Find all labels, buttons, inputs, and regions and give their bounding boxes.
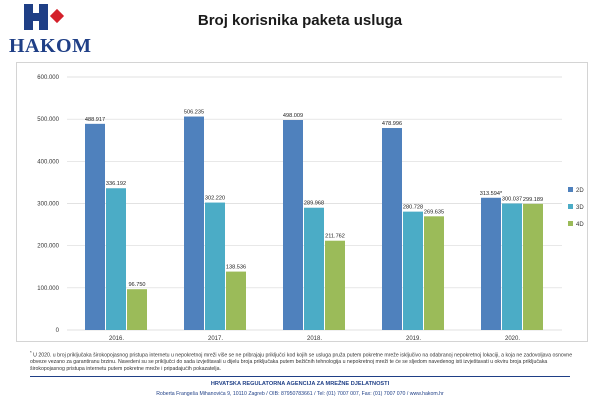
legend-swatch: [568, 187, 573, 192]
x-tick-label: 2019.: [406, 336, 421, 342]
x-tick-label: 2016.: [109, 336, 124, 342]
y-tick-label: 100.000: [37, 286, 59, 292]
bar: [85, 123, 105, 330]
data-label: 336.192: [106, 181, 126, 187]
bar: [226, 271, 246, 330]
legend-label: 2D: [576, 188, 584, 194]
bar: [304, 207, 324, 330]
bar: [424, 216, 444, 330]
bar: [283, 120, 303, 330]
bar: [403, 211, 423, 330]
y-tick-label: 500.000: [37, 117, 59, 123]
y-tick-label: 0: [56, 328, 60, 334]
legend-swatch: [568, 221, 573, 226]
bar: [325, 240, 345, 330]
page-title: Broj korisnika paketa usluga: [197, 12, 403, 29]
legend-label: 3D: [576, 205, 584, 211]
data-label: 313.594*: [480, 191, 503, 197]
data-label: 96.750: [128, 282, 145, 288]
bar: [205, 202, 225, 330]
legend-swatch: [568, 204, 573, 209]
data-label: 211.762: [325, 234, 345, 240]
hakom-emblem-icon: [24, 4, 65, 30]
bar: [382, 128, 402, 330]
footnote-mark: *: [30, 350, 32, 355]
bar: [184, 116, 204, 331]
data-label: 269.635: [424, 209, 444, 215]
y-tick-label: 400.000: [37, 159, 59, 165]
logo-text: HAKOM: [9, 35, 92, 57]
bar: [523, 203, 543, 330]
data-label: 289.968: [304, 201, 324, 207]
data-label: 506.235: [184, 110, 204, 116]
data-label: 302.220: [205, 196, 225, 202]
agency-address: Roberta Frangeša Mihanovića 9, 10110 Zag…: [156, 391, 444, 397]
data-label: 299.189: [523, 197, 543, 203]
footer-divider: [30, 376, 570, 377]
x-tick-label: 2020.: [505, 336, 520, 342]
data-label: 300.037: [502, 196, 522, 202]
bar: [127, 289, 147, 330]
bar: [106, 188, 126, 330]
bar: [481, 197, 501, 330]
footnote-text: U 2020. u broj priključaka širokopojasno…: [30, 352, 573, 372]
chart-frame: 0 100.000 200.000 300.000 400.000 500.000 600.…: [16, 62, 588, 342]
hakom-logo: HAKOM: [6, 4, 91, 57]
data-label: 488.917: [85, 117, 105, 123]
data-label: 478.996: [382, 121, 402, 127]
data-label: 498.009: [283, 113, 303, 119]
data-label: 138.536: [226, 265, 246, 271]
x-tick-label: 2017.: [208, 336, 223, 342]
y-tick-label: 600.000: [37, 75, 59, 81]
y-tick-label: 200.000: [37, 244, 59, 250]
x-tick-label: 2018.: [307, 336, 322, 342]
bar: [502, 203, 522, 330]
agency-name: HRVATSKA REGULATORNA AGENCIJA ZA MREŽNE …: [210, 381, 390, 387]
data-label: 280.728: [403, 205, 423, 211]
y-tick-label: 300.000: [37, 202, 59, 208]
bar-chart: 0 100.000 200.000 300.000 400.000 500.000 600.…: [37, 75, 584, 342]
footnote: * U 2020. u broj priključaka širokopojas…: [30, 350, 578, 373]
legend-label: 4D: [576, 222, 584, 228]
